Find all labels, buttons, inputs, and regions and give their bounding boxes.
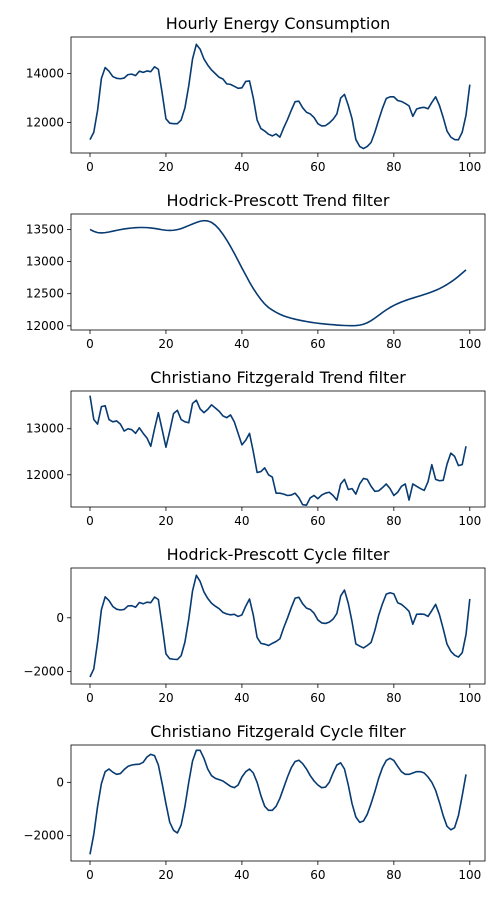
chart-panel-2: Hodrick-Prescott Trend filter 0 20 40 60 80 10… [26,191,486,351]
chart-panel-4: Hodrick-Prescott Cycle filter 0 20 40 60 80 10… [23,545,486,705]
series-line [89,43,471,150]
y-tick-label: 13000 [26,255,64,269]
y-tick-label: 13500 [26,222,64,236]
y-tick-label: 0 [56,611,64,625]
y-tick-label: 13000 [26,422,64,436]
x-tick-label: 40 [234,691,249,705]
x-tick-label: 0 [86,160,94,174]
x-tick-label: 20 [158,691,173,705]
plot-frame [70,567,486,685]
x-tick-label: 60 [310,160,325,174]
plot-frame [70,390,486,508]
x-tick-label: 40 [234,868,249,882]
x-tick-label: 100 [458,691,481,705]
chart-panel-5: Christiano Fitzgerald Cycle filter 0 20 40 6… [23,722,486,882]
chart-title: Hodrick-Prescott Trend filter [167,191,390,210]
x-tick-label: 20 [158,160,173,174]
series-line [89,574,471,678]
x-tick-label: 80 [386,868,401,882]
x-tick-label: 20 [158,868,173,882]
x-tick-label: 0 [86,691,94,705]
x-tick-label: 80 [386,160,401,174]
x-tick-label: 100 [458,514,481,528]
x-tick-label: 100 [458,868,481,882]
chart-title: Christiano Fitzgerald Trend filter [150,368,406,387]
chart-title: Hourly Energy Consumption [166,14,391,33]
chart-panel-1: Hourly Energy Consumption 0 20 40 60 80 100 120… [26,14,486,174]
y-tick-label: −2000 [23,829,64,843]
x-tick-label: 60 [310,868,325,882]
x-tick-label: 0 [86,337,94,351]
x-tick-label: 60 [310,337,325,351]
y-tick-label: 12000 [26,115,64,129]
x-tick-label: 100 [458,337,481,351]
series-line [89,219,467,327]
x-tick-label: 60 [310,514,325,528]
x-tick-label: 40 [234,337,249,351]
x-tick-label: 100 [458,160,481,174]
y-tick-label: 12000 [26,468,64,482]
x-tick-label: 40 [234,160,249,174]
x-tick-label: 20 [158,514,173,528]
x-tick-label: 0 [86,868,94,882]
plot-frame [70,213,486,331]
y-tick-label: 12000 [26,319,64,333]
x-tick-label: 80 [386,514,401,528]
y-tick-label: 12500 [26,287,64,301]
y-tick-label: 14000 [26,67,64,81]
y-tick-label: −2000 [23,665,64,679]
x-tick-label: 20 [158,337,173,351]
y-tick-label: 0 [56,775,64,789]
x-tick-label: 80 [386,337,401,351]
x-tick-label: 40 [234,514,249,528]
chart-title: Hodrick-Prescott Cycle filter [167,545,390,564]
x-tick-label: 80 [386,691,401,705]
plot-frame [70,36,486,154]
series-line [89,749,467,855]
chart-panel-3: Christiano Fitzgerald Trend filter 0 20 40 6… [26,368,486,528]
x-tick-label: 0 [86,514,94,528]
series-line [89,395,467,506]
x-tick-label: 60 [310,691,325,705]
chart-title: Christiano Fitzgerald Cycle filter [150,722,406,741]
plot-frame [70,744,486,862]
